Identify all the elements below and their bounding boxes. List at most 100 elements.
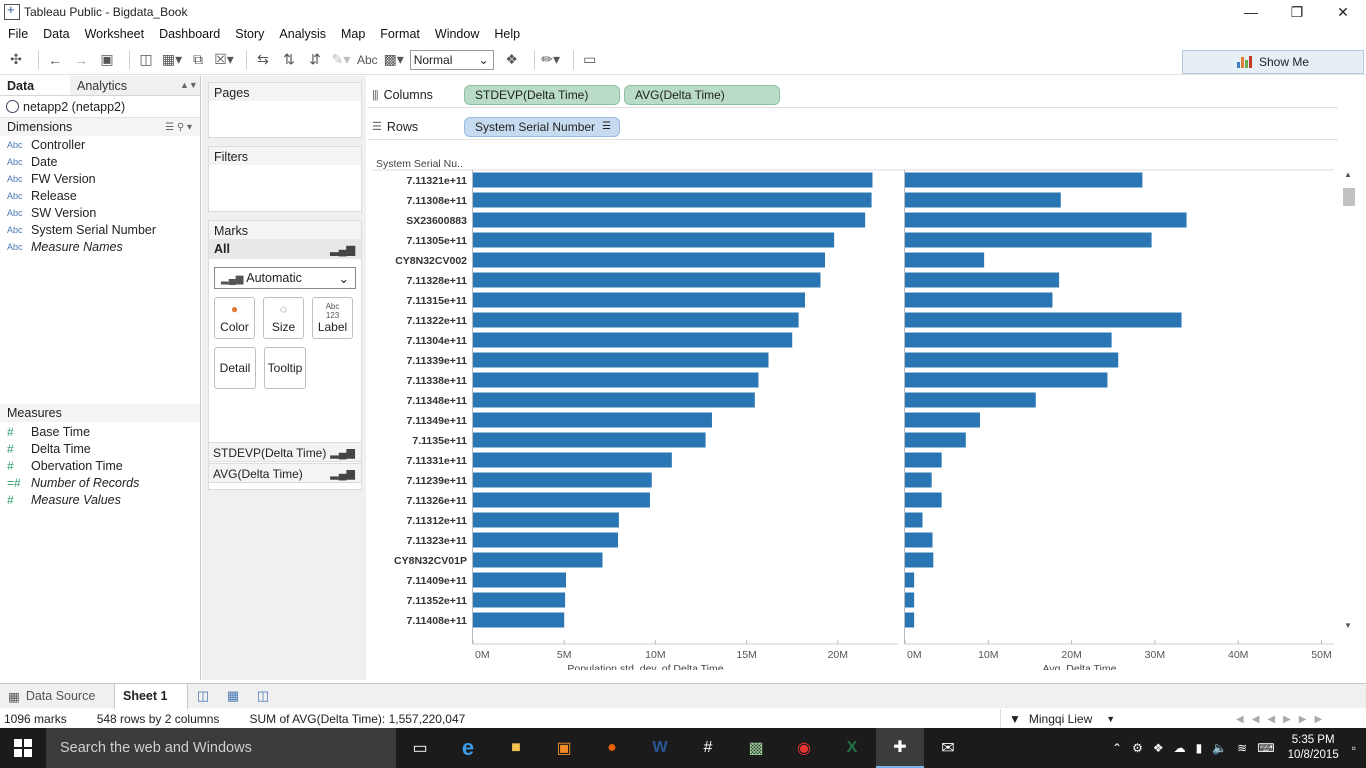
rows-shelf[interactable]: ☰ Rows System Serial Number ☰ bbox=[368, 114, 1338, 140]
menu-worksheet[interactable]: Worksheet bbox=[84, 27, 145, 41]
menu-file[interactable]: File bbox=[8, 27, 29, 41]
music-app-icon[interactable]: ◉ bbox=[797, 740, 811, 757]
duplicate-sheet-icon[interactable]: ⧉ bbox=[193, 51, 203, 67]
task-view-icon[interactable]: ▭ bbox=[412, 740, 428, 757]
tab-analytics[interactable]: Analytics bbox=[77, 79, 128, 93]
field-sw-version[interactable]: Abc SW Version bbox=[7, 205, 97, 220]
keyboard-icon[interactable]: ⌨ bbox=[1257, 741, 1275, 755]
windows-start-icon[interactable] bbox=[0, 728, 46, 768]
field-obervation-time[interactable]: # Obervation Time bbox=[7, 458, 123, 473]
sort-descending-icon[interactable]: ⇵ bbox=[309, 51, 321, 67]
datasource-item[interactable]: netapp2 (netapp2) bbox=[0, 96, 200, 118]
new-story-icon[interactable]: ◫ bbox=[256, 688, 270, 703]
marks-tab-all[interactable]: All ▂▄▆ bbox=[209, 239, 361, 259]
label-button[interactable]: Abc 123 Label bbox=[312, 297, 353, 339]
detail-button[interactable]: Detail bbox=[214, 347, 256, 389]
user-menu[interactable]: ▼ Mingqi Liew ▼ bbox=[1000, 709, 1128, 729]
scroll-down-icon[interactable]: ▼ bbox=[1344, 621, 1352, 630]
field-base-time[interactable]: # Base Time bbox=[7, 424, 91, 439]
menu-format[interactable]: Format bbox=[380, 27, 420, 41]
sheet-navigation-icons[interactable]: ◀◀◀▶▶▶ bbox=[1236, 713, 1331, 725]
firefox-icon[interactable]: ● bbox=[607, 739, 617, 756]
menu-dashboard[interactable]: Dashboard bbox=[159, 27, 221, 41]
fit-select[interactable]: Normal ⌄ bbox=[409, 49, 494, 70]
slack-icon[interactable]: # bbox=[703, 739, 713, 756]
word-icon[interactable]: W bbox=[652, 739, 668, 756]
field-fw-version[interactable]: Abc FW Version bbox=[7, 171, 96, 186]
menu-analysis[interactable]: Analysis bbox=[279, 27, 326, 41]
pill-system-serial-number[interactable]: System Serial Number ☰ bbox=[464, 116, 620, 137]
minimize-button[interactable]: — bbox=[1244, 4, 1258, 20]
clock[interactable]: 5:35 PM 10/8/2015 bbox=[1288, 733, 1339, 763]
new-dashboard-icon[interactable]: ▦ bbox=[226, 688, 240, 703]
pages-card[interactable]: Pages bbox=[208, 82, 362, 138]
tab-data-source[interactable]: ▦ Data Source bbox=[8, 689, 96, 704]
sublime-icon[interactable]: ▣ bbox=[556, 740, 572, 757]
sort-ascending-icon[interactable]: ⇅ bbox=[283, 51, 295, 67]
field-delta-time[interactable]: # Delta Time bbox=[7, 441, 91, 456]
close-button[interactable]: ✕ bbox=[1337, 3, 1349, 20]
wifi-icon[interactable]: ≋ bbox=[1237, 741, 1248, 755]
columns-shelf[interactable]: ||| Columns STDEVP(Delta Time) AVG(Delta … bbox=[368, 82, 1338, 108]
pill-stdevp-delta-time[interactable]: STDEVP(Delta Time) bbox=[464, 84, 620, 105]
file-explorer-icon[interactable]: ■ bbox=[511, 739, 521, 756]
excel-icon[interactable]: X bbox=[846, 739, 858, 756]
tooltip-button[interactable]: Tooltip bbox=[264, 347, 306, 389]
vertical-scrollbar[interactable]: ▲ ▼ bbox=[1340, 170, 1358, 630]
swap-icon[interactable]: ⇆ bbox=[257, 51, 269, 67]
mark-type-select[interactable]: ▂▄▆ Automatic ⌄ bbox=[214, 267, 356, 289]
mail-icon[interactable]: ✉ bbox=[941, 740, 955, 757]
tab-sheet-1[interactable]: Sheet 1 bbox=[114, 683, 188, 709]
settings-tray-icon[interactable]: ⚙ bbox=[1132, 741, 1143, 755]
menu-map[interactable]: Map bbox=[340, 27, 366, 41]
menu-data[interactable]: Data bbox=[43, 27, 70, 41]
tray-overflow-icon[interactable]: ⌃ bbox=[1112, 741, 1123, 755]
tableau-taskbar-icon[interactable]: ✚ bbox=[876, 728, 924, 768]
filters-card[interactable]: Filters bbox=[208, 146, 362, 212]
highlight-icon[interactable]: ✎▾ bbox=[331, 51, 351, 67]
new-worksheet-icon[interactable]: ◫ bbox=[196, 688, 210, 703]
tab-data[interactable]: Data bbox=[0, 76, 70, 95]
color-button[interactable]: ● Color bbox=[214, 297, 255, 339]
redo-icon[interactable]: → bbox=[74, 51, 88, 68]
dropbox-tray-icon[interactable]: ❖ bbox=[1152, 741, 1164, 755]
volume-icon[interactable]: 🔈 bbox=[1212, 741, 1228, 755]
field-release[interactable]: Abc Release bbox=[7, 188, 77, 203]
field-controller[interactable]: Abc Controller bbox=[7, 137, 86, 152]
menu-story[interactable]: Story bbox=[235, 27, 265, 41]
show-labels-icon[interactable]: Abc bbox=[357, 52, 378, 67]
scrollbar-thumb[interactable] bbox=[1343, 188, 1355, 206]
restore-button[interactable]: ❐ bbox=[1290, 3, 1304, 20]
marks-tab-avg[interactable]: AVG(Delta Time) ▂▄▆ bbox=[208, 463, 362, 483]
menu-help[interactable]: Help bbox=[494, 27, 521, 41]
fix-axes-icon[interactable]: ▩▾ bbox=[383, 51, 404, 67]
field-number-of-records[interactable]: =# Number of Records bbox=[7, 475, 140, 490]
undo-icon[interactable]: ← bbox=[48, 51, 62, 68]
scroll-up-icon[interactable]: ▲ bbox=[1344, 170, 1352, 179]
menu-window[interactable]: Window bbox=[434, 27, 480, 41]
battery-icon[interactable]: ▮ bbox=[1195, 741, 1203, 755]
tooltip-icon[interactable]: ✏▾ bbox=[541, 51, 561, 67]
field-date[interactable]: Abc Date bbox=[7, 154, 58, 169]
field-measure-names[interactable]: Abc Measure Names bbox=[7, 239, 123, 254]
size-button[interactable]: ◌ Size bbox=[263, 297, 304, 339]
field-measure-values[interactable]: # Measure Values bbox=[7, 492, 121, 507]
notifications-icon[interactable]: ▫ bbox=[1351, 741, 1356, 755]
tableau-logo-icon[interactable]: ✣ bbox=[10, 51, 22, 67]
pill-avg-delta-time[interactable]: AVG(Delta Time) bbox=[624, 84, 780, 105]
console-icon[interactable]: ▩ bbox=[748, 740, 764, 757]
pane-menu-icon[interactable]: ▲▼ bbox=[180, 80, 198, 90]
clear-sheet-icon[interactable]: ☒▾ bbox=[214, 51, 234, 67]
show-me-button[interactable]: Show Me bbox=[1182, 50, 1364, 74]
presentation-mode-icon[interactable]: ▭ bbox=[583, 51, 597, 67]
marks-tab-stdevp[interactable]: STDEVP(Delta Time) ▂▄▆ bbox=[208, 442, 362, 462]
taskbar-search-input[interactable]: Search the web and Windows bbox=[46, 728, 396, 768]
save-icon[interactable]: ▣ bbox=[100, 51, 114, 67]
dimensions-tools-icon[interactable]: ☰ ⚲ ▾ bbox=[165, 121, 192, 133]
new-worksheet-icon[interactable]: ▦▾ bbox=[161, 51, 183, 67]
field-system-serial-number[interactable]: Abc System Serial Number bbox=[7, 222, 157, 237]
pin-icon[interactable]: ❖ bbox=[505, 51, 518, 67]
cloud-tray-icon[interactable]: ☁ bbox=[1173, 741, 1186, 755]
new-datasource-icon[interactable]: ◫ bbox=[139, 51, 153, 67]
edge-icon[interactable]: e bbox=[461, 735, 475, 760]
